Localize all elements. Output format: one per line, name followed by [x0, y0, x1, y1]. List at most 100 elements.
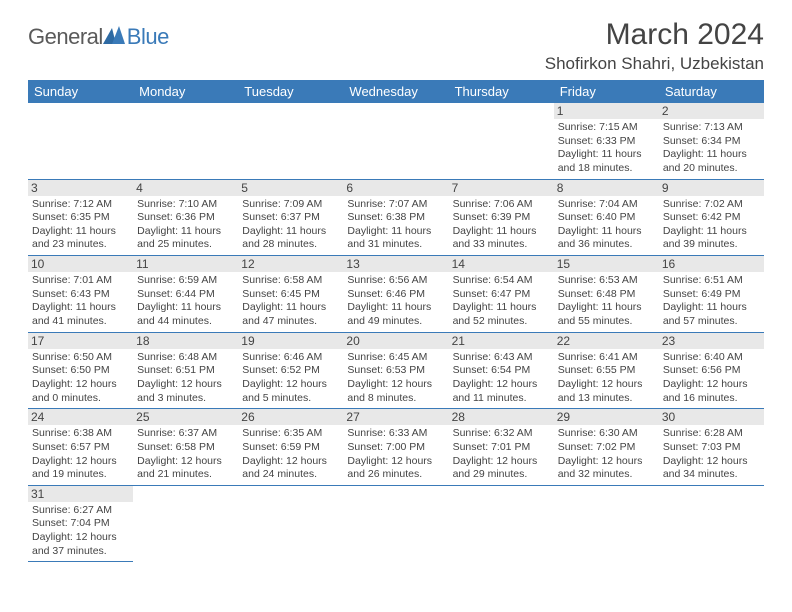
calendar-day-cell: 23Sunrise: 6:40 AMSunset: 6:56 PMDayligh… — [659, 332, 764, 409]
day-info-line: and 21 minutes. — [137, 468, 234, 482]
calendar-week-row: 24Sunrise: 6:38 AMSunset: 6:57 PMDayligh… — [28, 409, 764, 486]
day-info-line: Sunrise: 6:51 AM — [663, 274, 760, 288]
calendar-day-cell — [238, 103, 343, 179]
day-number: 6 — [343, 180, 448, 196]
day-number: 5 — [238, 180, 343, 196]
day-info-line: Sunrise: 7:09 AM — [242, 198, 339, 212]
logo-text-blue: Blue — [127, 24, 169, 50]
day-info-line: Sunrise: 6:28 AM — [663, 427, 760, 441]
calendar-day-cell: 6 Sunrise: 7:07 AMSunset: 6:38 PMDaylight… — [343, 179, 448, 256]
day-info-line: Sunrise: 6:48 AM — [137, 351, 234, 365]
calendar-day-cell — [449, 485, 554, 562]
calendar-day-cell: 31Sunrise: 6:27 AMSunset: 7:04 PMDayligh… — [28, 485, 133, 562]
weekday-header: Tuesday — [238, 80, 343, 103]
day-info-line: and 11 minutes. — [453, 392, 550, 406]
calendar-day-cell: 21Sunrise: 6:43 AMSunset: 6:54 PMDayligh… — [449, 332, 554, 409]
day-info-line: and 33 minutes. — [453, 238, 550, 252]
calendar-day-cell: 18Sunrise: 6:48 AMSunset: 6:51 PMDayligh… — [133, 332, 238, 409]
day-info: Sunrise: 7:13 AMSunset: 6:34 PMDaylight:… — [663, 121, 760, 176]
day-info-line: Daylight: 11 hours — [663, 225, 760, 239]
day-info-line: Sunrise: 7:13 AM — [663, 121, 760, 135]
day-info-line: Sunrise: 7:06 AM — [453, 198, 550, 212]
calendar-day-cell: 3Sunrise: 7:12 AMSunset: 6:35 PMDaylight… — [28, 179, 133, 256]
calendar-day-cell: 25Sunrise: 6:37 AMSunset: 6:58 PMDayligh… — [133, 409, 238, 486]
day-number: 1 — [554, 103, 659, 119]
calendar-day-cell: 30Sunrise: 6:28 AMSunset: 7:03 PMDayligh… — [659, 409, 764, 486]
page-title: March 2024 — [545, 18, 764, 52]
day-info-line: Sunrise: 6:35 AM — [242, 427, 339, 441]
calendar-week-row: 31Sunrise: 6:27 AMSunset: 7:04 PMDayligh… — [28, 485, 764, 562]
day-number: 13 — [343, 256, 448, 272]
logo-text-general: General — [28, 24, 103, 50]
day-info-line: Sunrise: 6:27 AM — [32, 504, 129, 518]
day-info-line: Sunrise: 6:43 AM — [453, 351, 550, 365]
day-info-line: Daylight: 11 hours — [242, 301, 339, 315]
calendar-day-cell: 28Sunrise: 6:32 AMSunset: 7:01 PMDayligh… — [449, 409, 554, 486]
day-info-line: Sunset: 7:02 PM — [558, 441, 655, 455]
day-info: Sunrise: 7:15 AMSunset: 6:33 PMDaylight:… — [558, 121, 655, 176]
day-info-line: Sunset: 6:38 PM — [347, 211, 444, 225]
calendar-day-cell: 7 Sunrise: 7:06 AMSunset: 6:39 PMDaylight… — [449, 179, 554, 256]
day-info: Sunrise: 6:28 AMSunset: 7:03 PMDaylight:… — [663, 427, 760, 482]
day-info-line: Sunset: 6:57 PM — [32, 441, 129, 455]
weekday-header: Wednesday — [343, 80, 448, 103]
day-info-line: Daylight: 11 hours — [347, 225, 444, 239]
day-info: Sunrise: 7:04 AMSunset: 6:40 PMDaylight:… — [558, 198, 655, 253]
day-info-line: and 37 minutes. — [32, 545, 129, 559]
day-info: Sunrise: 6:41 AMSunset: 6:55 PMDaylight:… — [558, 351, 655, 406]
day-info-line: Sunset: 6:59 PM — [242, 441, 339, 455]
day-info-line: Sunset: 6:44 PM — [137, 288, 234, 302]
day-number: 2 — [659, 103, 764, 119]
day-info-line: and 0 minutes. — [32, 392, 129, 406]
day-info-line: and 49 minutes. — [347, 315, 444, 329]
calendar-day-cell — [343, 103, 448, 179]
day-info-line: Sunrise: 6:54 AM — [453, 274, 550, 288]
day-number: 31 — [28, 486, 133, 502]
day-info-line: Daylight: 12 hours — [32, 531, 129, 545]
calendar-day-cell — [449, 103, 554, 179]
calendar-day-cell — [133, 103, 238, 179]
calendar-day-cell: 29Sunrise: 6:30 AMSunset: 7:02 PMDayligh… — [554, 409, 659, 486]
day-info-line: Sunset: 6:49 PM — [663, 288, 760, 302]
calendar-day-cell: 17 Sunrise: 6:50 AMSunset: 6:50 PMDayligh… — [28, 332, 133, 409]
day-info: Sunrise: 6:46 AMSunset: 6:52 PMDaylight:… — [242, 351, 339, 406]
day-info-line: Sunset: 6:37 PM — [242, 211, 339, 225]
day-info-line: Sunrise: 6:53 AM — [558, 274, 655, 288]
day-info-line: Daylight: 11 hours — [558, 148, 655, 162]
day-info-line: and 3 minutes. — [137, 392, 234, 406]
day-info-line: and 29 minutes. — [453, 468, 550, 482]
day-info: Sunrise: 6:50 AMSunset: 6:50 PMDaylight:… — [32, 351, 129, 406]
day-info: Sunrise: 7:07 AMSunset: 6:38 PMDaylight:… — [347, 198, 444, 253]
day-info: Sunrise: 6:45 AMSunset: 6:53 PMDaylight:… — [347, 351, 444, 406]
day-info: Sunrise: 7:06 AMSunset: 6:39 PMDaylight:… — [453, 198, 550, 253]
day-info-line: Sunrise: 6:58 AM — [242, 274, 339, 288]
day-number: 10 — [28, 256, 133, 272]
calendar-week-row: 3Sunrise: 7:12 AMSunset: 6:35 PMDaylight… — [28, 179, 764, 256]
day-info-line: Sunset: 6:51 PM — [137, 364, 234, 378]
calendar-day-cell: 15Sunrise: 6:53 AMSunset: 6:48 PMDayligh… — [554, 256, 659, 333]
day-info-line: and 18 minutes. — [558, 162, 655, 176]
day-info-line: Sunset: 6:53 PM — [347, 364, 444, 378]
day-number: 7 — [449, 180, 554, 196]
day-info-line: Daylight: 11 hours — [32, 301, 129, 315]
day-number: 17 — [28, 333, 133, 349]
day-info: Sunrise: 7:10 AMSunset: 6:36 PMDaylight:… — [137, 198, 234, 253]
calendar-week-row: 1 Sunrise: 7:15 AMSunset: 6:33 PMDaylight… — [28, 103, 764, 179]
day-number: 11 — [133, 256, 238, 272]
day-info: Sunrise: 6:43 AMSunset: 6:54 PMDaylight:… — [453, 351, 550, 406]
day-info-line: Sunrise: 6:45 AM — [347, 351, 444, 365]
weekday-header-row: Sunday Monday Tuesday Wednesday Thursday… — [28, 80, 764, 103]
day-info-line: Sunrise: 6:33 AM — [347, 427, 444, 441]
day-number: 9 — [659, 180, 764, 196]
day-info: Sunrise: 6:58 AMSunset: 6:45 PMDaylight:… — [242, 274, 339, 329]
day-info: Sunrise: 6:56 AMSunset: 6:46 PMDaylight:… — [347, 274, 444, 329]
day-number: 22 — [554, 333, 659, 349]
day-info-line: and 36 minutes. — [558, 238, 655, 252]
day-info-line: Sunset: 6:34 PM — [663, 135, 760, 149]
calendar-body: 1 Sunrise: 7:15 AMSunset: 6:33 PMDaylight… — [28, 103, 764, 562]
day-info: Sunrise: 6:37 AMSunset: 6:58 PMDaylight:… — [137, 427, 234, 482]
day-info-line: and 28 minutes. — [242, 238, 339, 252]
day-info-line: Sunrise: 6:59 AM — [137, 274, 234, 288]
day-info-line: Sunset: 7:01 PM — [453, 441, 550, 455]
day-info-line: Sunset: 7:00 PM — [347, 441, 444, 455]
